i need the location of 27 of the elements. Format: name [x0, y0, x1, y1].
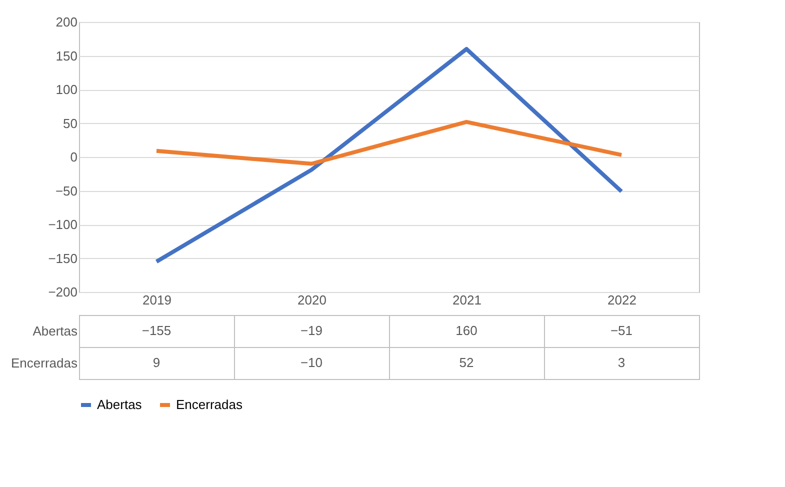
- y-tick-label: 100: [56, 82, 78, 97]
- y-tick-label: −50: [55, 183, 78, 198]
- legend-label: Abertas: [97, 397, 142, 412]
- y-tick-label: 0: [70, 150, 78, 164]
- legend-label: Encerradas: [176, 397, 243, 412]
- x-tick-label: 2022: [608, 292, 636, 308]
- data-label: −19: [300, 323, 323, 338]
- data-label: 52: [459, 355, 474, 370]
- x-tick-label: 2021: [452, 292, 482, 308]
- y-tick-label: −150: [48, 250, 78, 266]
- y-tick-label: −200: [48, 284, 78, 300]
- y-tick-label: 150: [56, 48, 78, 64]
- data-label: −10: [300, 355, 323, 370]
- x-tick-label: 2019: [142, 292, 172, 308]
- y-tick-label: 200: [56, 14, 78, 30]
- data-label: −51: [610, 323, 633, 338]
- y-tick-label: −100: [48, 217, 78, 232]
- data-label: 3: [618, 355, 626, 370]
- y-tick-label: 50: [63, 116, 78, 131]
- data-label: −155: [142, 323, 172, 338]
- text: Encerradas: [11, 356, 78, 370]
- data-label: 9: [152, 355, 160, 370]
- x-tick-label: 2020: [298, 292, 326, 308]
- text: Abertas: [32, 324, 78, 338]
- data-label: 160: [456, 323, 478, 338]
- line-series: [154, 47, 624, 264]
- line-series: [154, 120, 624, 166]
